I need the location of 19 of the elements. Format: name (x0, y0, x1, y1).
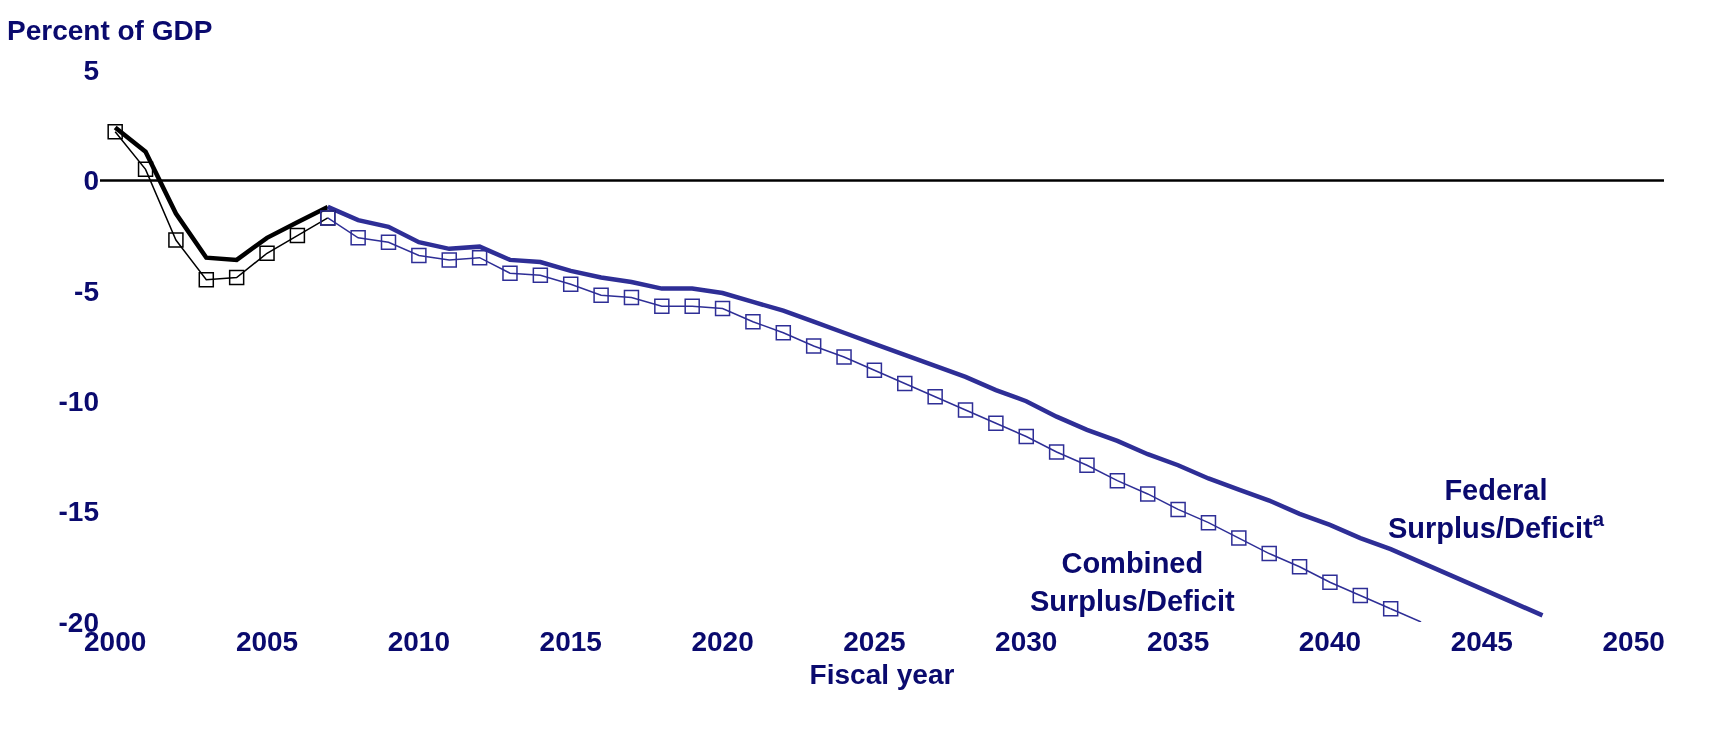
y-axis-title: Percent of GDP (7, 15, 213, 46)
x-tick-label: 2025 (843, 626, 906, 657)
x-tick-label: 2015 (539, 626, 602, 657)
x-axis-title: Fiscal year (809, 659, 955, 691)
series-label: Combined Surplus/Deficit (1030, 547, 1235, 617)
x-tick-label: 2040 (1298, 626, 1362, 657)
y-tick-label: -5 (74, 275, 99, 307)
x-tick-label: 2050 (1602, 626, 1665, 657)
series-label: Federal Surplus/Deficit$^{a}$ (1388, 474, 1605, 544)
x-tick-label: 2005 (235, 626, 299, 657)
y-tick-label: 0 (83, 165, 99, 197)
x-tick-label: 2030 (995, 626, 1058, 657)
x-tick-label: 2010 (387, 626, 451, 657)
x-tick-label: 2045 (1450, 626, 1513, 657)
x-tick-label: 2035 (1146, 626, 1210, 657)
y-tick-label: -15 (58, 496, 99, 528)
y-tick-label: -10 (58, 386, 99, 417)
x-tick-label: 2020 (691, 626, 754, 657)
y-tick-label: 5 (83, 54, 99, 86)
